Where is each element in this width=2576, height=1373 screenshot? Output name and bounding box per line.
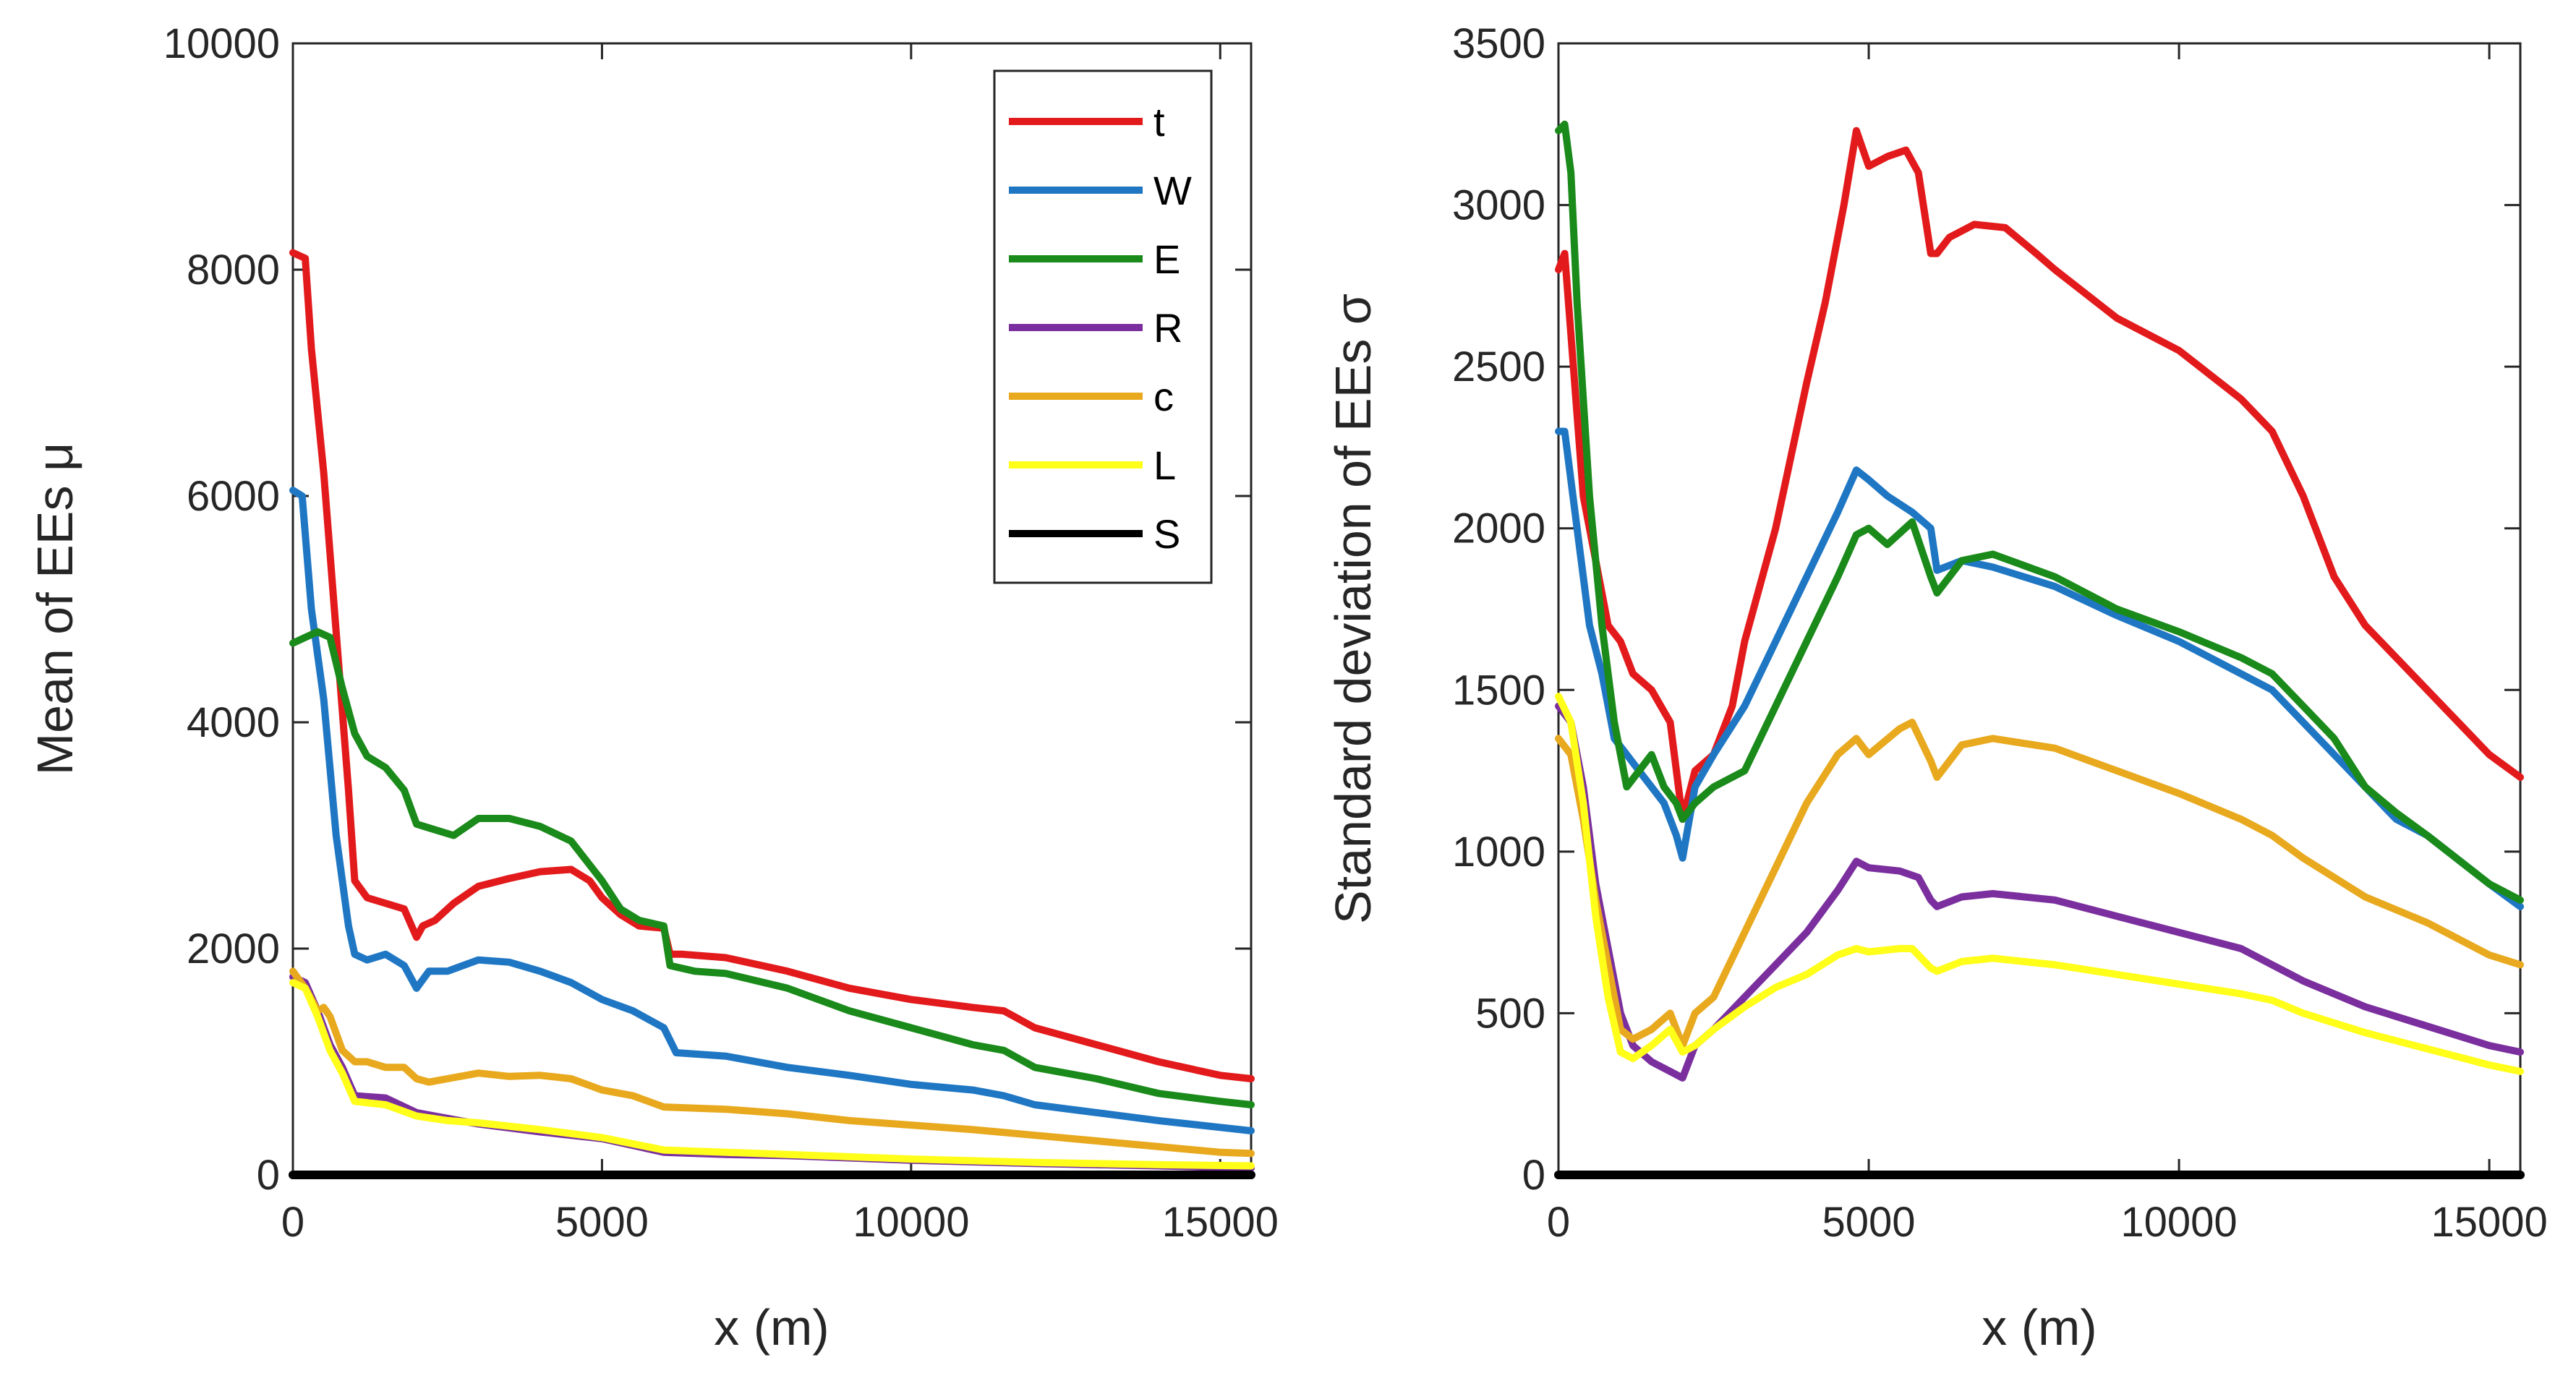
mean-chart-ytick-label: 0 [257, 1152, 280, 1199]
legend-label-R: R [1153, 305, 1182, 351]
legend-label-t: t [1153, 99, 1165, 145]
legend-label-S: S [1153, 511, 1180, 557]
std-chart-series-E [1555, 120, 2524, 904]
legend-label-c: c [1153, 374, 1174, 419]
std-chart-series-t [1555, 127, 2524, 824]
std-chart-lines [1554, 120, 2525, 1179]
std-chart-xtick-label: 15000 [2431, 1199, 2547, 1246]
mean-chart-ytick-label: 8000 [187, 247, 280, 294]
mean-chart-ytick-label: 4000 [187, 699, 280, 746]
std-chart-ytick-label: 500 [1475, 990, 1545, 1037]
std-chart-series-c [1555, 719, 2524, 1050]
mean-chart-xtick-label: 15000 [1162, 1199, 1279, 1246]
std-chart-series-R [1555, 702, 2524, 1082]
mean-chart-series-c [289, 967, 1255, 1158]
std-chart-xtick-label: 0 [1547, 1199, 1570, 1246]
std-chart-ytick-label: 2500 [1452, 343, 1545, 390]
mean-chart-xtick-label: 0 [281, 1199, 304, 1246]
std-chart-xtick-label: 5000 [1822, 1199, 1916, 1246]
mean-chart-series-W [289, 487, 1255, 1134]
mean-chart-series-t [289, 249, 1255, 1082]
std-chart-ytick-label: 3000 [1452, 182, 1545, 229]
mean-chart-series-E [289, 628, 1255, 1108]
std-chart-ytick-label: 3500 [1452, 20, 1545, 67]
std-chart-ticks: 0 5000 10000 15000 0 500 1000 1500 2000 2500 3000 3… [1452, 20, 2548, 1246]
legend-label-L: L [1153, 442, 1176, 488]
mean-chart-ylabel: Mean of EEs μ [27, 442, 83, 776]
std-chart-series-L [1555, 693, 2524, 1075]
std-chart-ytick-label: 0 [1522, 1152, 1545, 1199]
mean-chart-xtick-label: 5000 [555, 1199, 649, 1246]
std-chart-xlabel: x (m) [1982, 1299, 2097, 1356]
std-chart-xtick-label: 10000 [2120, 1199, 2237, 1246]
mean-chart-ytick-label: 2000 [187, 925, 280, 972]
std-chart-ytick-label: 1000 [1452, 829, 1545, 876]
std-chart: 0 5000 10000 15000 0 500 1000 1500 2000 2500 3000 3… [1325, 20, 2548, 1356]
std-chart-ytick-label: 1500 [1452, 667, 1545, 714]
legend-label-E: E [1153, 236, 1180, 282]
mean-chart-ytick-label: 10000 [163, 20, 280, 67]
std-chart-ytick-label: 2000 [1452, 505, 1545, 552]
mean-chart-lines [289, 249, 1255, 1179]
std-chart-ylabel: Standard deviation of EEs σ [1325, 294, 1381, 924]
mean-chart-ytick-label: 6000 [187, 473, 280, 520]
legend-label-W: W [1153, 168, 1192, 213]
mean-chart-xtick-label: 10000 [853, 1199, 969, 1246]
mean-chart: 0 5000 10000 15000 0 2000 4000 6000 8000 10000 x … [27, 20, 1279, 1356]
std-chart-series-W [1555, 427, 2524, 910]
mean-chart-xlabel: x (m) [714, 1299, 829, 1356]
mean-chart-series-L [289, 979, 1255, 1170]
